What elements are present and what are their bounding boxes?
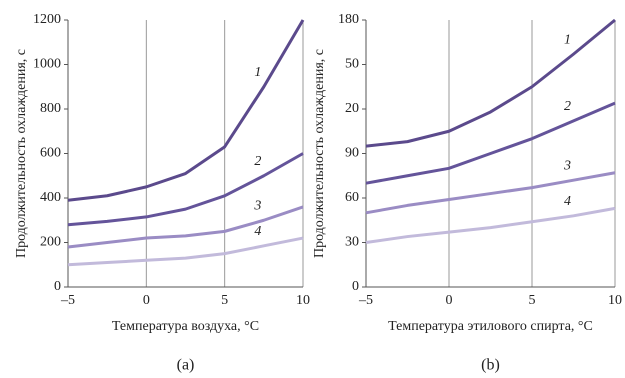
y-tick-label: 60 bbox=[345, 190, 359, 205]
x-tick-label: 5 bbox=[221, 293, 228, 308]
y-tick-label: 1200 bbox=[33, 12, 61, 27]
y-tick-label: 600 bbox=[40, 146, 61, 161]
series-line bbox=[365, 18, 616, 148]
x-tick-label: –5 bbox=[358, 293, 373, 308]
curve-label: 1 bbox=[254, 65, 261, 80]
x-tick-label: 5 bbox=[529, 293, 536, 308]
y-tick-label: 30 bbox=[345, 235, 359, 250]
series-line bbox=[365, 171, 616, 215]
x-axis-label: Температура воздуха, °C bbox=[112, 319, 259, 334]
curve-label: 3 bbox=[253, 198, 261, 213]
y-tick-label: 180 bbox=[338, 12, 359, 27]
series-line bbox=[67, 205, 304, 249]
panel-caption: (a) bbox=[177, 357, 195, 374]
series-line bbox=[365, 206, 616, 244]
curve-label: 2 bbox=[254, 154, 261, 169]
curve-label: 3 bbox=[563, 158, 571, 173]
panel-caption: (b) bbox=[481, 357, 500, 374]
x-tick-label: 0 bbox=[446, 293, 453, 308]
curve-label: 4 bbox=[254, 224, 261, 239]
curve-label: 2 bbox=[564, 99, 571, 114]
series-line bbox=[67, 152, 304, 227]
y-axis-label: Продолжительность охлаждения, с bbox=[14, 49, 29, 258]
x-tick-label: 0 bbox=[143, 293, 150, 308]
x-axis-label: Температура этилового спирта, °C bbox=[388, 319, 593, 334]
x-tick-label: 10 bbox=[608, 293, 622, 308]
curve-label: 1 bbox=[564, 32, 571, 47]
y-tick-label: 0 bbox=[352, 279, 359, 294]
curve-label: 4 bbox=[564, 194, 571, 209]
series-line bbox=[67, 236, 304, 267]
series-line bbox=[365, 101, 616, 185]
x-tick-label: 10 bbox=[296, 293, 310, 308]
y-tick-label: 90 bbox=[345, 146, 359, 161]
y-tick-label: 800 bbox=[40, 101, 61, 116]
y-tick-label: 50 bbox=[345, 57, 359, 72]
y-tick-label: 400 bbox=[40, 190, 61, 205]
series-line bbox=[67, 19, 305, 202]
y-tick-label: 200 bbox=[40, 235, 61, 250]
y-axis-label: Продолжительность охлаждения, с bbox=[312, 49, 327, 258]
y-tick-label: 1000 bbox=[33, 57, 61, 72]
x-tick-label: –5 bbox=[60, 293, 75, 308]
y-tick-label: 20 bbox=[345, 101, 359, 116]
y-tick-label: 0 bbox=[54, 279, 61, 294]
